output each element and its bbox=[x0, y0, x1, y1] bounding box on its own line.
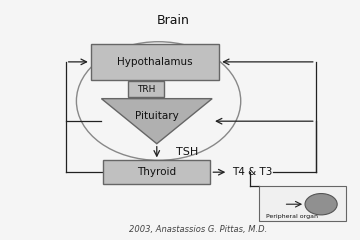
FancyBboxPatch shape bbox=[258, 186, 346, 221]
FancyBboxPatch shape bbox=[103, 160, 210, 184]
Text: Thyroid: Thyroid bbox=[137, 167, 176, 177]
Text: TSH: TSH bbox=[176, 147, 199, 157]
Circle shape bbox=[305, 193, 337, 215]
FancyBboxPatch shape bbox=[91, 44, 219, 80]
Text: TRH: TRH bbox=[137, 85, 155, 94]
Text: Hypothalamus: Hypothalamus bbox=[117, 57, 193, 67]
FancyBboxPatch shape bbox=[128, 81, 164, 97]
Text: T4 & T3: T4 & T3 bbox=[232, 167, 272, 177]
Text: 2003, Anastassios G. Pittas, M.D.: 2003, Anastassios G. Pittas, M.D. bbox=[129, 225, 267, 234]
Text: Peripheral organ: Peripheral organ bbox=[266, 214, 318, 219]
Polygon shape bbox=[102, 99, 212, 144]
Text: Pituitary: Pituitary bbox=[135, 111, 179, 121]
Text: Brain: Brain bbox=[156, 14, 189, 27]
